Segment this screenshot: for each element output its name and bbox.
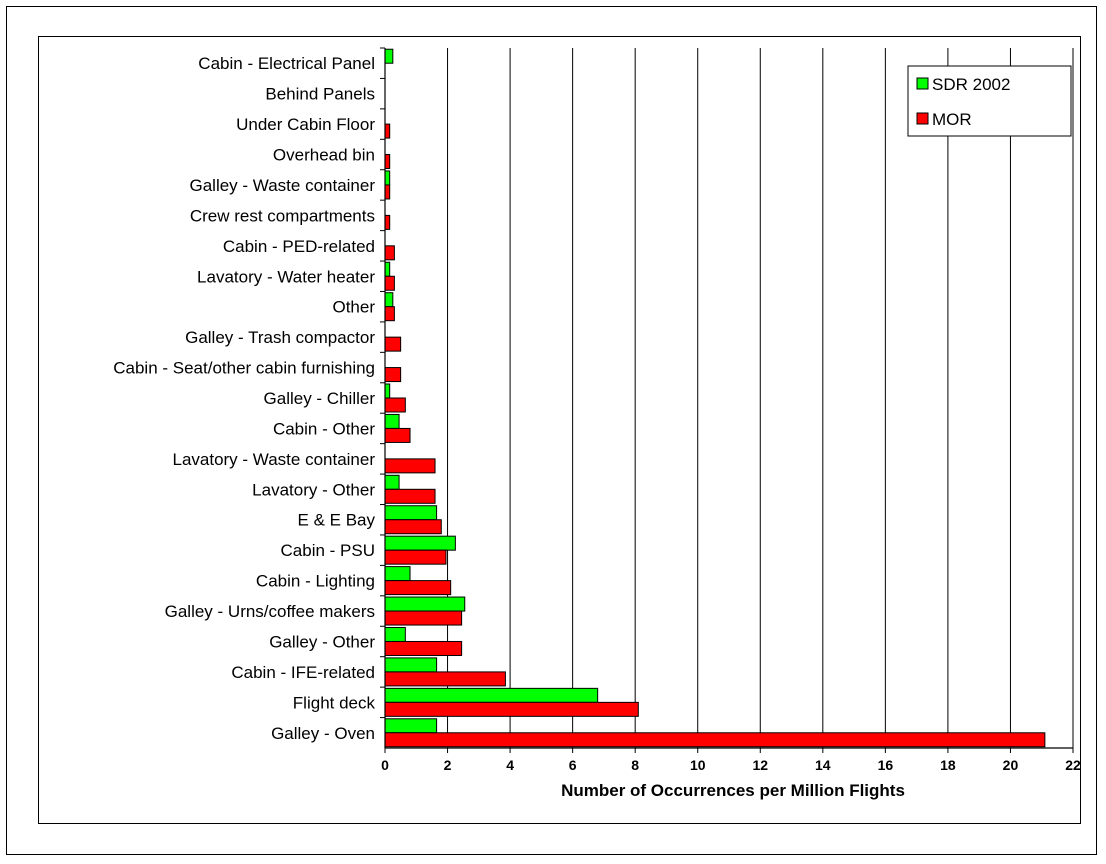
category-label-other: Other <box>332 298 375 317</box>
bar-mor-lavatory-water-heater <box>384 275 395 291</box>
category-label-behind-panels: Behind Panels <box>265 85 375 104</box>
bar-mor-lavatory-waste-container <box>384 458 436 474</box>
outer-frame <box>6 6 1097 855</box>
category-label-lavatory-waste-container: Lavatory - Waste container <box>172 450 375 469</box>
x-tick-label-6: 6 <box>569 757 577 773</box>
x-tick-label-0: 0 <box>381 757 389 773</box>
bar-mor-under-cabin-floor <box>384 123 391 139</box>
legend-swatch-sdr-2002 <box>916 77 929 90</box>
bar-sdr-2002-cabin-other <box>384 413 400 429</box>
legend-label-sdr-2002: SDR 2002 <box>932 75 1010 94</box>
x-axis-title: Number of Occurrences per Million Flight… <box>561 781 905 800</box>
bar-mor-galley-chiller <box>384 397 406 413</box>
category-labels: Cabin - Electrical Panel Behind Panels Und… <box>113 47 385 743</box>
category-label-e-e-bay: E & E Bay <box>298 511 376 530</box>
bar-sdr-2002-galley-other <box>384 626 406 642</box>
bar-sdr-2002-cabin-lighting <box>384 566 411 582</box>
x-tick-label-20: 20 <box>1003 757 1019 773</box>
x-tick-label-2: 2 <box>444 757 452 773</box>
x-tick-label-10: 10 <box>690 757 706 773</box>
category-label-cabin-electrical-panel: Cabin - Electrical Panel <box>198 54 375 73</box>
bar-mor-galley-waste-container <box>384 184 391 200</box>
category-label-galley-oven: Galley - Oven <box>271 724 375 743</box>
x-tick-label-14: 14 <box>815 757 831 773</box>
category-label-crew-rest-compartments: Crew rest compartments <box>190 206 375 225</box>
bar-mor-galley-trash-compactor <box>384 336 402 352</box>
legend-label-mor: MOR <box>932 110 972 129</box>
category-label-lavatory-water-heater: Lavatory - Water heater <box>197 267 375 286</box>
bar-sdr-2002-cabin-electrical-panel <box>384 48 394 64</box>
bar-sdr-2002-cabin-ife-related <box>384 657 438 673</box>
category-label-lavatory-other: Lavatory - Other <box>252 480 375 499</box>
x-tick-label-22: 22 <box>1065 757 1081 773</box>
bar-mor-galley-oven <box>384 732 1046 748</box>
bar-mor-cabin-ife-related <box>384 671 506 687</box>
bar-sdr-2002-galley-urns-coffee-makers <box>384 596 466 612</box>
legend-box <box>907 65 1072 137</box>
bar-mor-galley-urns-coffee-makers <box>384 610 463 626</box>
x-tick-label-4: 4 <box>506 757 514 773</box>
category-label-under-cabin-floor: Under Cabin Floor <box>236 115 375 134</box>
bar-sdr-2002-lavatory-water-heater <box>384 261 391 277</box>
bar-sdr-2002-galley-oven <box>384 718 438 734</box>
bar-mor-e-e-bay <box>384 519 442 535</box>
chart-frame <box>38 36 1081 824</box>
bar-mor-cabin-seat-other-cabin-furnishing <box>384 367 402 383</box>
category-label-cabin-ife-related: Cabin - IFE-related <box>231 663 375 682</box>
bars <box>384 48 1046 748</box>
bar-mor-flight-deck <box>384 701 639 717</box>
bar-sdr-2002-flight-deck <box>384 687 599 703</box>
category-label-galley-urns-coffee-makers: Galley - Urns/coffee makers <box>165 602 375 621</box>
bar-sdr-2002-galley-chiller <box>384 383 391 399</box>
grid-lines <box>447 48 1074 748</box>
category-label-cabin-ped-related: Cabin - PED-related <box>223 237 375 256</box>
x-tick-label-16: 16 <box>878 757 894 773</box>
bar-mor-other <box>384 306 395 322</box>
bar-sdr-2002-lavatory-other <box>384 474 400 490</box>
x-tick-label-8: 8 <box>631 757 639 773</box>
category-label-overhead-bin: Overhead bin <box>273 146 375 165</box>
category-label-cabin-lighting: Cabin - Lighting <box>256 572 375 591</box>
category-label-cabin-psu: Cabin - PSU <box>281 541 375 560</box>
bar-mor-cabin-lighting <box>384 580 452 596</box>
bar-sdr-2002-galley-waste-container <box>384 170 391 186</box>
category-label-flight-deck: Flight deck <box>293 693 376 712</box>
tick-labels: 0 2 4 6 8 10 12 14 16 18 20 22 <box>381 748 1081 773</box>
bar-sdr-2002-cabin-psu <box>384 535 456 551</box>
category-label-cabin-seat-other-cabin-furnishing: Cabin - Seat/other cabin furnishing <box>113 359 375 378</box>
bar-mor-crew-rest-compartments <box>384 214 391 230</box>
x-tick-label-12: 12 <box>752 757 768 773</box>
category-label-galley-trash-compactor: Galley - Trash compactor <box>185 328 375 347</box>
bar-mor-lavatory-other <box>384 488 436 504</box>
category-label-galley-other: Galley - Other <box>269 632 375 651</box>
bar-mor-overhead-bin <box>384 154 391 170</box>
bar-mor-galley-other <box>384 640 463 656</box>
bar-mor-cabin-other <box>384 427 411 443</box>
legend: SDR 2002 MOR <box>907 65 1072 137</box>
bar-sdr-2002-e-e-bay <box>384 505 438 521</box>
bar-mor-cabin-ped-related <box>384 245 395 261</box>
bar-sdr-2002-other <box>384 292 394 308</box>
x-tick-label-18: 18 <box>940 757 956 773</box>
legend-swatch-mor <box>916 112 929 125</box>
bar-mor-cabin-psu <box>384 549 447 565</box>
category-label-cabin-other: Cabin - Other <box>273 419 375 438</box>
category-label-galley-chiller: Galley - Chiller <box>264 389 376 408</box>
axes <box>384 48 1073 749</box>
category-label-galley-waste-container: Galley - Waste container <box>190 176 376 195</box>
